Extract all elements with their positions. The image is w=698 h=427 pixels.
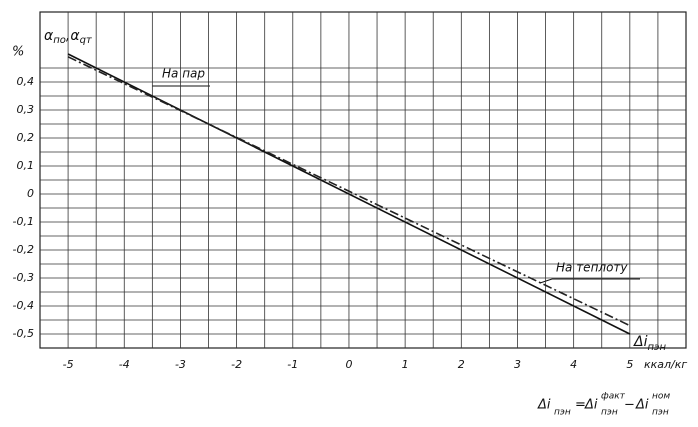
x-tick-label: 4 (570, 358, 577, 371)
y-tick-label: 0,1 (17, 159, 35, 172)
x-tick-label: -3 (175, 358, 186, 371)
leader-line (539, 278, 553, 284)
y-tick-label: -0,3 (13, 271, 34, 284)
formula-part: − (624, 398, 635, 413)
y-tick-label: 0 (27, 187, 34, 200)
formula-part: Δi (635, 398, 649, 413)
x-axis-symbol: Δiпэн (633, 334, 666, 353)
formula: Δi пэн = Δi факт пэн − Δi ном пэн (537, 392, 670, 418)
y-tick-label: 0,4 (17, 75, 35, 88)
series-label: На пар (162, 67, 205, 81)
formula-part: = (575, 398, 586, 413)
corner-label-part: α (44, 28, 54, 44)
x-tick-label: -1 (287, 358, 298, 371)
formula-part: факт (601, 392, 626, 402)
x-tick-label: 3 (514, 358, 521, 371)
y-tick-label: 0,2 (17, 131, 35, 144)
series-line (67, 56, 631, 327)
x-tick-label: 2 (458, 358, 465, 371)
x-tick-label: -2 (231, 358, 242, 371)
formula-part: пэн (652, 408, 669, 418)
x-unit: ккал/кг (644, 358, 687, 371)
y-tick-label: -0,2 (13, 243, 34, 256)
corner-label-part: по (53, 35, 66, 46)
x-tick-label: -5 (63, 358, 74, 371)
corner-label: αпо,αqт (44, 28, 93, 46)
series-label: На теплоту (556, 261, 628, 275)
series-line (67, 53, 631, 335)
corner-label-part: qт (80, 35, 93, 46)
y-tick-label: -0,5 (13, 327, 34, 340)
formula-part: Δi (537, 398, 551, 413)
corner-label-part: ,α (66, 28, 80, 44)
formula-part: пэн (554, 408, 571, 418)
y-axis-label: % (12, 45, 24, 60)
x-tick-label: 1 (402, 358, 409, 371)
formula-part: Δi (584, 398, 598, 413)
x-tick-label: 0 (345, 358, 352, 371)
y-tick-label: -0,1 (13, 215, 34, 228)
y-tick-label: -0,4 (13, 299, 34, 312)
x-tick-label: -4 (119, 358, 130, 371)
x-axis-symbol-part: Δi (633, 334, 648, 350)
formula-part: пэн (601, 408, 618, 418)
formula-part: ном (652, 392, 670, 402)
y-tick-label: 0,3 (17, 103, 35, 116)
x-tick-label: 5 (626, 358, 633, 371)
